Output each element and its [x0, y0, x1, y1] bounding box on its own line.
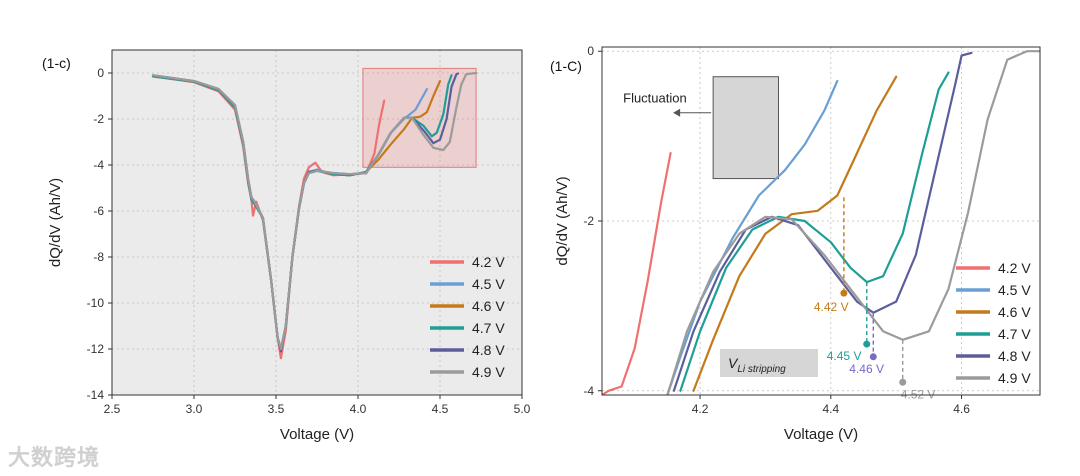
series-group [151, 71, 478, 360]
y-tick-label: -14 [87, 388, 105, 402]
series-line-4-5-V [666, 79, 839, 395]
y-tick-label: -8 [93, 250, 104, 264]
legend-entry: 4.2 V [998, 260, 1031, 276]
li-stripping-sub: Li stripping [737, 364, 786, 375]
x-tick-label: 3.0 [186, 402, 203, 416]
marker-dot [863, 340, 871, 348]
legend-entry: 4.2 V [472, 254, 505, 270]
marker-label: 4.52 V [901, 387, 936, 401]
series-line-4-8-V [672, 51, 973, 392]
series-line-4-6-V [692, 75, 898, 392]
panel-label: (1-c) [42, 55, 71, 71]
y-tick-label: -10 [87, 296, 105, 310]
legend-entry: 4.8 V [472, 342, 505, 358]
watermark-text: 大数跨境 [8, 446, 101, 471]
li-stripping-label: VLi stripping [728, 355, 786, 375]
marker-label: 4.42 V [814, 300, 849, 314]
y-axis-label: dQ/dV (Ah/V) [554, 176, 571, 265]
li-stripping-v: V [728, 355, 739, 371]
y-tick-label: -4 [583, 384, 594, 398]
legend-entry: 4.6 V [998, 304, 1031, 320]
marker-dot [840, 289, 848, 297]
series-line-4-9-V [666, 50, 1040, 395]
x-tick-label: 4.4 [822, 402, 839, 416]
legend-entry: 4.7 V [998, 326, 1031, 342]
marker-dot [899, 378, 907, 386]
marker-label: 4.46 V [849, 362, 884, 376]
panel-right: Fluctuation VLi stripping 4.42 V 4.45 V4.46… [550, 44, 1041, 443]
marker-label: 4.45 V [827, 349, 862, 363]
x-tick-label: 4.6 [953, 402, 970, 416]
marker-dot [869, 353, 877, 361]
y-tick-label: -2 [93, 112, 104, 126]
plot-frame [111, 49, 523, 396]
panel-label: (1-C) [550, 58, 582, 74]
y-tick-label: -12 [87, 342, 105, 356]
x-tick-label: 3.5 [268, 402, 285, 416]
plot-area [112, 50, 522, 395]
y-tick-label: -6 [93, 204, 104, 218]
x-tick-label: 5.0 [514, 402, 531, 416]
series-group [602, 50, 1040, 395]
legend-entry: 4.8 V [998, 348, 1031, 364]
fluctuation-box [712, 76, 780, 180]
legend-entry: 4.6 V [472, 298, 505, 314]
legend-entry: 4.5 V [998, 282, 1031, 298]
panel-left: 2.5 3.0 3.5 4.0 4.5 5.0 0 -2 -4 -6 -8 -10 -12 -14 Volt… [42, 49, 531, 443]
fluctuation-arrowhead [673, 108, 681, 117]
li-stripping-box [720, 349, 818, 377]
series-line-4-2-V [602, 152, 672, 395]
legend-entry: 4.7 V [472, 320, 505, 336]
series-line-4-9-V [151, 71, 478, 351]
y-tick-label: -4 [93, 158, 104, 172]
y-tick-label: 0 [97, 66, 104, 80]
x-axis-label: Voltage (V) [784, 426, 858, 443]
series-line-4-7-V [679, 71, 950, 392]
y-axis-label: dQ/dV (Ah/V) [47, 178, 64, 267]
x-tick-label: 4.0 [350, 402, 367, 416]
x-tick-label: 4.2 [692, 402, 709, 416]
legend-entry: 4.9 V [998, 370, 1031, 386]
legend-entry: 4.9 V [472, 364, 505, 380]
y-tick-label: -2 [583, 214, 594, 228]
y-tick-label: 0 [587, 44, 594, 58]
legend-entry: 4.5 V [472, 276, 505, 292]
x-axis-label: Voltage (V) [280, 426, 354, 443]
x-tick-label: 2.5 [104, 402, 121, 416]
x-tick-label: 4.5 [432, 402, 449, 416]
fluctuation-label: Fluctuation [623, 91, 687, 106]
